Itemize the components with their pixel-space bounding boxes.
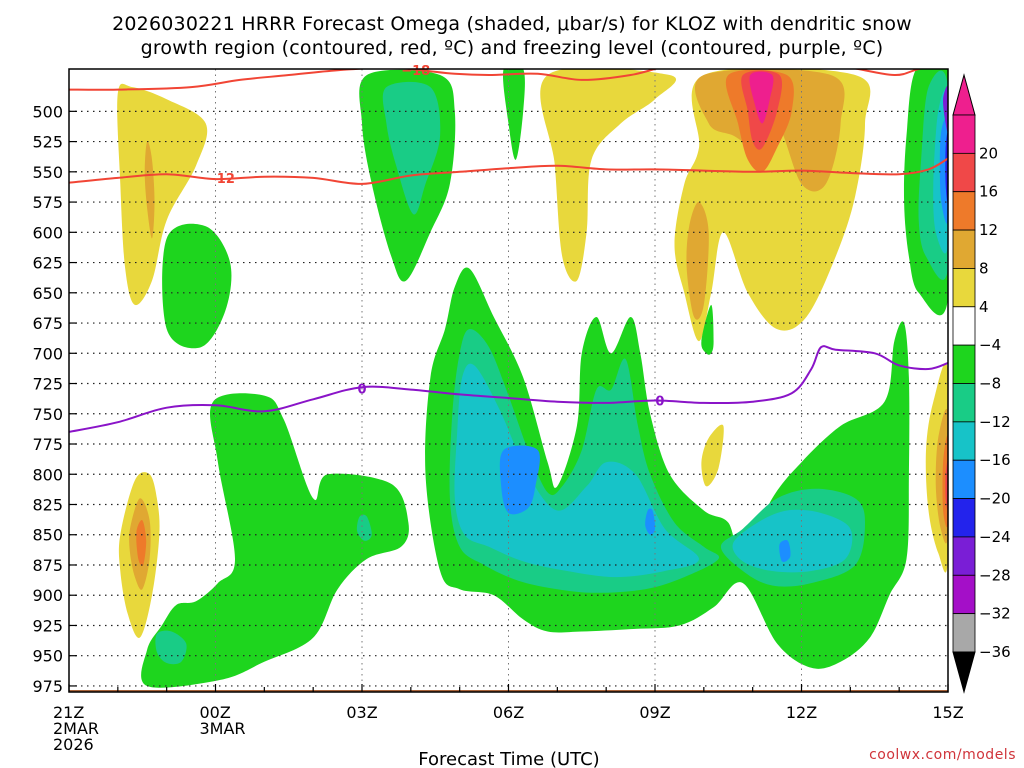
colorbar-bin-11 — [952, 536, 976, 576]
colorbar-bin-5 — [952, 306, 976, 346]
dendritic-contour-1 — [69, 157, 948, 185]
colorbar-label-8: −16 — [979, 451, 1011, 469]
omega-colorbar: 20 16 12 8 4 −4 −8 −12 −16 −20 −24 −28 −32 −36 — [952, 73, 1011, 694]
pressure-axis: 500 525 550 575 600 625 650 675 700 725 750 775 800 8… — [32, 102, 77, 696]
y-tick-label-800: 800 — [32, 465, 63, 484]
omega-region-34 — [701, 424, 724, 487]
y-tick-label-550: 550 — [32, 163, 63, 182]
y-tick-label-600: 600 — [32, 223, 63, 242]
colorbar-label-3: 8 — [979, 259, 989, 277]
y-tick-label-750: 750 — [32, 405, 63, 424]
omega-region-28 — [732, 509, 853, 573]
colorbar-bin-2 — [952, 191, 976, 231]
x-tick-label-3-0: 00Z — [200, 703, 231, 722]
colorbar-bin-0 — [952, 114, 976, 154]
x-tick-label-9-0: 06Z — [493, 703, 524, 722]
dendritic-label-1: −12 — [206, 172, 235, 187]
omega-region-29 — [779, 540, 791, 562]
omega-region-18 — [943, 85, 948, 132]
colorbar-label-2: 12 — [979, 221, 998, 239]
colorbar-label-11: −28 — [979, 566, 1011, 584]
colorbar-bin-9 — [952, 459, 976, 499]
colorbar-label-6: −8 — [979, 375, 1001, 393]
omega-region-19 — [141, 393, 409, 688]
colorbar-bin-1 — [952, 152, 976, 193]
contour-labels: −18 −12 0 0 — [206, 64, 665, 409]
y-tick-label-650: 650 — [32, 284, 63, 303]
contour-lines — [69, 69, 948, 433]
x-tick-label-15-0: 12Z — [786, 703, 817, 722]
y-tick-label-525: 525 — [32, 133, 63, 152]
colorbar-label-1: 16 — [979, 183, 998, 201]
omega-region-3 — [382, 81, 441, 215]
x-tick-label-0-0: 21Z — [53, 703, 84, 722]
omega-shaded-fields — [117, 69, 948, 688]
y-tick-label-825: 825 — [32, 495, 63, 514]
dendritic-contour-0 — [69, 69, 924, 91]
colorbar-label-7: −12 — [979, 413, 1011, 431]
colorbar-label-5: −4 — [979, 336, 1001, 354]
omega-region-7 — [686, 202, 709, 320]
site-credit: coolwx.com/models — [869, 747, 1016, 763]
omega-region-21 — [356, 514, 372, 541]
colorbar-bin-10 — [952, 498, 976, 538]
x-tick-label-18-0: 15Z — [932, 703, 963, 722]
colorbar-bin-7 — [952, 383, 976, 423]
y-tick-label-625: 625 — [32, 254, 63, 273]
omega-region-1 — [144, 141, 155, 239]
y-tick-label-725: 725 — [32, 375, 63, 394]
y-tick-label-975: 975 — [32, 677, 63, 696]
y-tick-label-675: 675 — [32, 314, 63, 333]
freezing-level-label-1: 0 — [655, 394, 664, 409]
colorbar-label-12: −32 — [979, 605, 1011, 623]
omega-region-4 — [540, 69, 677, 282]
colorbar-label-13: −36 — [979, 643, 1011, 661]
x-tick-label-3-1: 3MAR — [200, 719, 246, 738]
y-tick-label-575: 575 — [32, 193, 63, 212]
omega-region-24 — [454, 363, 699, 578]
y-tick-label-500: 500 — [32, 102, 63, 121]
colorbar-bin-8 — [952, 421, 976, 461]
y-tick-label-775: 775 — [32, 435, 63, 454]
colorbar-label-0: 20 — [979, 144, 998, 162]
omega-region-33 — [136, 520, 147, 567]
x-tick-label-0-2: 2026 — [53, 735, 94, 754]
omega-region-20 — [155, 630, 187, 665]
colorbar-label-10: −24 — [979, 528, 1011, 546]
x-axis-label: Forecast Time (UTC) — [418, 749, 599, 768]
colorbar-min-arrow — [952, 651, 976, 694]
x-tick-label-0-1: 2MAR — [53, 719, 99, 738]
colorbar-bin-3 — [952, 229, 976, 269]
y-tick-label-950: 950 — [32, 647, 63, 666]
dendritic-label-0: −18 — [401, 64, 430, 79]
x-tick-label-12-0: 09Z — [639, 703, 670, 722]
colorbar-bin-4 — [952, 268, 976, 308]
chart-title-line2: growth region (contoured, red, ºC) and f… — [141, 37, 884, 59]
plot-gridlines — [69, 69, 948, 692]
x-tick-label-6-0: 03Z — [346, 703, 377, 722]
y-tick-label-900: 900 — [32, 586, 63, 605]
colorbar-label-9: −20 — [979, 490, 1011, 508]
y-tick-label-700: 700 — [32, 344, 63, 363]
colorbar-bin-6 — [952, 344, 976, 384]
omega-region-12 — [162, 223, 232, 349]
freezing-level-line — [69, 345, 948, 433]
colorbar-max-arrow — [952, 73, 976, 116]
chart-title-line1: 2026030221 HRRR Forecast Omega (shaded, … — [112, 13, 912, 35]
y-tick-label-850: 850 — [32, 526, 63, 545]
y-tick-label-875: 875 — [32, 556, 63, 575]
colorbar-bin-13 — [952, 613, 976, 653]
omega-region-0 — [117, 83, 208, 306]
y-tick-label-925: 925 — [32, 616, 63, 635]
omega-region-26 — [645, 508, 656, 535]
omega-region-30 — [701, 304, 714, 355]
colorbar-bin-12 — [952, 574, 976, 615]
omega-region-10 — [749, 71, 774, 124]
colorbar-label-4: 4 — [979, 298, 989, 316]
omega-region-25 — [499, 445, 540, 515]
freezing-level-label-0: 0 — [357, 382, 366, 397]
